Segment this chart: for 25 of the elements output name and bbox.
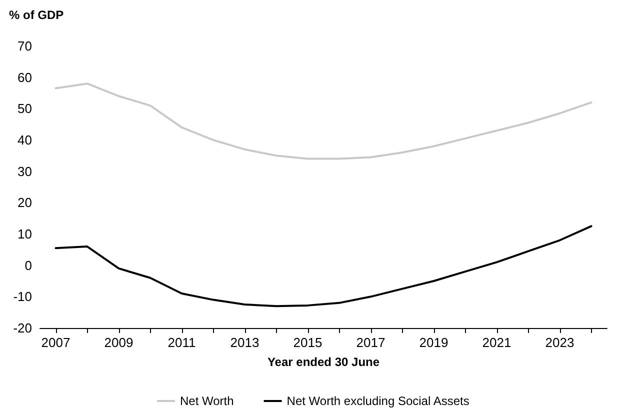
x-tick-label: 2009 (104, 335, 134, 350)
x-tick-label: 2019 (419, 335, 448, 350)
x-tick-label: 2007 (41, 335, 70, 350)
legend-label: Net Worth (180, 394, 234, 408)
x-tick-label: 2021 (482, 335, 512, 350)
x-tick-label: 2015 (293, 335, 322, 350)
x-tick-label: 2013 (230, 335, 260, 350)
y-tick-label: 70 (18, 38, 32, 54)
y-tick-label: -20 (13, 320, 32, 336)
y-tick-label: 30 (18, 164, 32, 179)
y-tick-label: 10 (18, 226, 32, 242)
y-tick-label: 40 (18, 132, 32, 148)
y-tick-label: 20 (18, 195, 32, 210)
x-axis-title: Year ended 30 June (267, 355, 380, 369)
y-tick-label: 0 (24, 258, 32, 273)
line-series (54, 225, 592, 308)
y-tick-label: -10 (13, 289, 32, 304)
line-series (54, 82, 592, 160)
y-tick-label: 60 (18, 70, 32, 85)
x-tick-label: 2011 (168, 335, 196, 350)
x-tick-label: 2017 (356, 335, 386, 350)
y-axis-title: % of GDP (9, 8, 64, 22)
legend-label: Net Worth excluding Social Assets (286, 394, 470, 408)
y-tick-label: 50 (18, 101, 32, 116)
x-tick-label: 2023 (545, 335, 574, 350)
